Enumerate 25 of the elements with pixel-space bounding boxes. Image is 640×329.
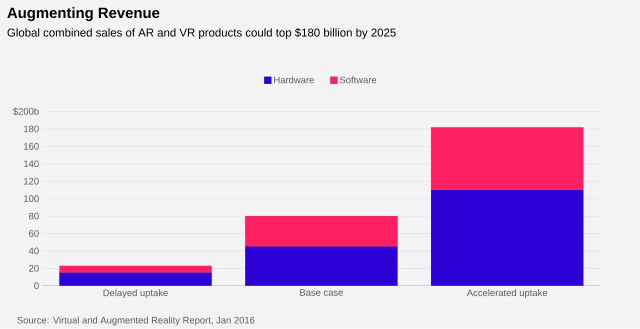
chart-title: Augmenting Revenue	[7, 7, 160, 22]
x-tick-label: Base case	[300, 289, 343, 296]
x-tick-label: Accelerated uptake	[466, 289, 548, 298]
bar	[245, 246, 398, 286]
y-tick-label: 40	[28, 248, 39, 254]
y-tick-label: 80	[29, 212, 39, 220]
y-tick-label: 180	[24, 126, 39, 132]
bar	[431, 190, 584, 286]
x-tick-label: Delayed uptake	[104, 289, 168, 298]
legend-label: Hardware	[274, 76, 314, 84]
y-tick-label: 140	[24, 160, 39, 168]
bar	[431, 127, 584, 190]
y-tick-label: 120	[24, 178, 39, 185]
chart-subtitle: Global combined sales of AR and VR products could top $180 billion by 2025	[8, 28, 396, 40]
bar	[59, 272, 212, 286]
source-note: Source: Virtual and Augmented Reality Report, Jan 2016	[17, 316, 254, 326]
legend-label: Software	[340, 76, 376, 84]
y-tick-label: 60	[29, 230, 39, 238]
y-tick-label: 20	[29, 265, 39, 272]
bar	[245, 216, 398, 247]
y-tick-label: 0	[34, 282, 39, 290]
y-tick-label: $200b	[12, 108, 39, 116]
bar	[59, 266, 212, 273]
y-tick-label: 160	[24, 143, 39, 150]
y-tick-label: 100	[24, 196, 39, 202]
